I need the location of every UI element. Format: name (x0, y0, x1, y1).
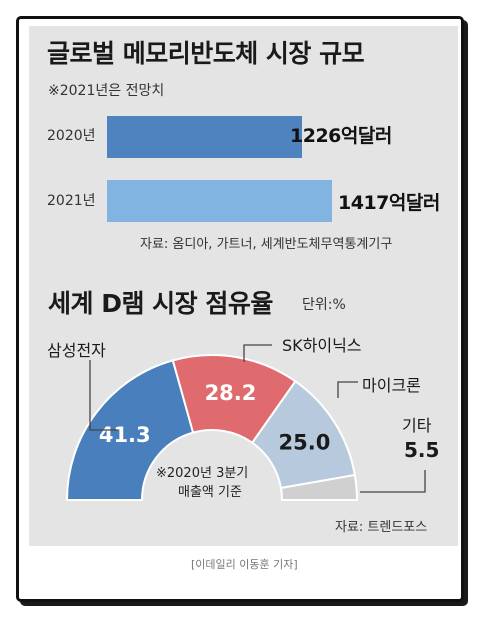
bar-value-label: 1226억달러 (290, 125, 392, 147)
bar-chart-title: 글로벌 메모리반도체 시장 규모 (47, 39, 365, 68)
segment-label-micron: 마이크론 (362, 376, 421, 395)
segment-value-other: 5.5 (404, 438, 440, 462)
segment-value-skhynix: 28.2 (205, 381, 257, 405)
segment-label-skhynix: SK하이닉스 (282, 336, 362, 355)
bar-2020 (107, 116, 302, 158)
bar-category-label: 2020년 (47, 128, 96, 144)
pie-chart-title: 세계 D램 시장 점유율 (48, 289, 273, 318)
segment-label-other: 기타 (402, 416, 432, 435)
bar-value-label: 1417억달러 (338, 192, 440, 214)
bar-category-label: 2021년 (47, 193, 96, 209)
segment-value-micron: 25.0 (279, 430, 331, 454)
bar-chart-note: ※2021년은 전망치 (48, 83, 165, 99)
segment-other (279, 473, 359, 501)
center-note-line2: 매출액 기준 (178, 485, 242, 500)
photo-credit: [이데일리 이동훈 기자] (191, 558, 298, 571)
center-note-line1: ※2020년 3분기 (156, 466, 249, 481)
leader-line-micron (337, 381, 358, 398)
leader-line-skhynix (243, 344, 272, 362)
segment-label-samsung: 삼성전자 (47, 341, 106, 360)
bar-chart-source: 자료: 옴디아, 가트너, 세계반도체무역통계기구 (140, 237, 393, 252)
pie-unit-label: 단위:% (302, 297, 346, 313)
pie-chart-source: 자료: 트렌드포스 (335, 520, 428, 535)
leader-line-samsung (89, 360, 118, 431)
segment-samsung (65, 359, 195, 501)
bar-2021 (107, 180, 332, 222)
segment-value-samsung: 41.3 (99, 423, 151, 447)
leader-line-other (360, 470, 426, 493)
